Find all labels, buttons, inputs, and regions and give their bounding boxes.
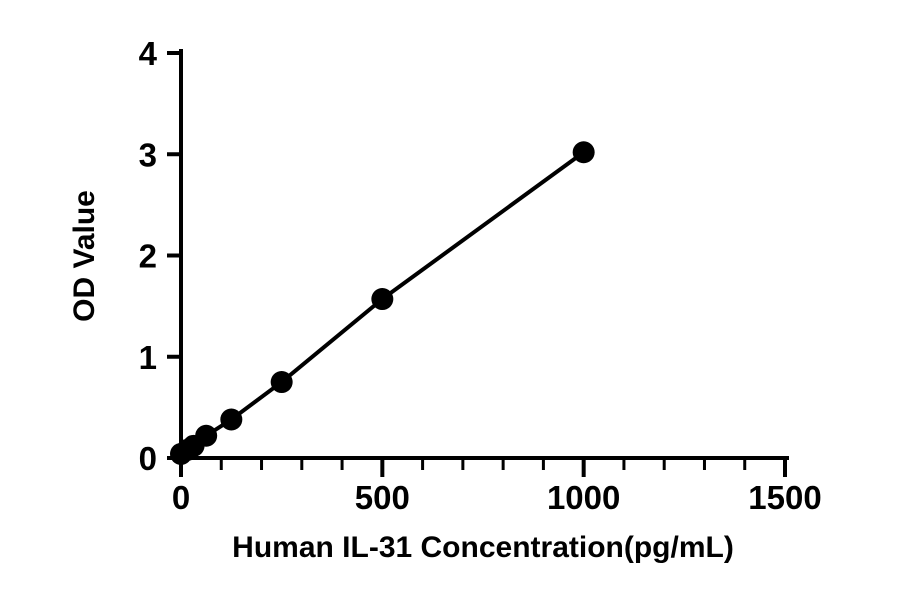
y-tick-label: 4 <box>139 35 158 72</box>
x-tick-label: 1000 <box>547 479 620 516</box>
data-point <box>371 288 394 311</box>
data-point <box>270 371 293 394</box>
x-axis-tick-labels: 0 500 1000 1500 <box>172 479 822 516</box>
x-axis-major-ticks <box>179 458 787 477</box>
y-axis-title: OD Value <box>68 190 101 322</box>
x-tick-label: 1500 <box>748 479 821 516</box>
x-tick-label: 0 <box>172 479 190 516</box>
y-axis-tick-labels: 0 1 2 3 4 <box>139 35 158 477</box>
y-axis-ticks <box>167 51 181 460</box>
x-tick-label: 500 <box>355 479 410 516</box>
data-series-group <box>170 141 595 465</box>
y-tick-label: 3 <box>139 136 157 173</box>
y-tick-label: 0 <box>139 440 157 477</box>
y-tick-label: 1 <box>139 339 157 376</box>
x-axis-title: Human IL-31 Concentration(pg/mL) <box>232 531 734 564</box>
x-axis-minor-ticks <box>219 458 747 470</box>
y-axis-group: 0 1 2 3 4 <box>139 35 183 477</box>
y-tick-label: 2 <box>139 238 157 275</box>
data-point <box>220 408 243 431</box>
x-axis-group: 0 500 1000 1500 <box>172 456 822 516</box>
data-point <box>572 141 595 164</box>
data-point <box>195 424 218 447</box>
series-points <box>170 141 595 465</box>
